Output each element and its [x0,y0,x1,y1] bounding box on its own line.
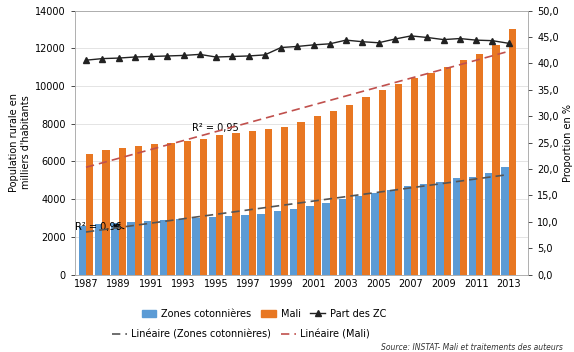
Bar [79,226,86,275]
Text: R² = 0,95: R² = 0,95 [192,123,238,133]
Bar [411,78,418,275]
Legend: Zones cotonnières, Mali, Part des ZC: Zones cotonnières, Mali, Part des ZC [138,305,390,322]
Bar [241,215,249,275]
Bar [460,59,467,275]
Bar [135,146,142,275]
Bar [216,135,223,275]
Bar [151,144,158,275]
Bar [469,176,476,275]
Bar [395,84,402,275]
Bar [111,223,118,275]
Bar [427,73,435,275]
Bar [192,218,200,275]
Bar [249,131,256,275]
Bar [144,221,151,275]
Bar [258,214,265,275]
Legend: Linéaire (Zones cotonnières), Linéaire (Mali): Linéaire (Zones cotonnières), Linéaire (… [108,326,374,344]
Y-axis label: Proportion en %: Proportion en % [563,103,573,182]
Bar [485,173,492,275]
Bar [265,130,272,275]
Bar [102,150,110,275]
Bar [225,216,232,275]
Bar [509,30,516,275]
Bar [362,97,370,275]
Bar [274,212,281,275]
Bar [176,219,184,275]
Bar [313,116,321,275]
Bar [86,154,94,275]
Bar [339,199,346,275]
Text: Source: INSTAT- Mali et traitements des auteurs: Source: INSTAT- Mali et traitements des … [381,343,563,352]
Bar [420,184,427,275]
Bar [444,67,451,275]
Bar [436,182,444,275]
Y-axis label: Population rurale en
milliers d'habitants: Population rurale en milliers d'habitant… [9,93,30,192]
Bar [476,54,483,275]
Bar [184,141,191,275]
Bar [378,90,386,275]
Bar [209,217,216,275]
Bar [330,111,337,275]
Bar [371,194,378,275]
Bar [297,122,305,275]
Bar [160,220,167,275]
Bar [118,148,126,275]
Text: R² = 0,96: R² = 0,96 [75,222,121,232]
Bar [290,208,297,275]
Bar [387,190,395,275]
Bar [501,167,509,275]
Bar [306,206,313,275]
Bar [167,143,174,275]
Bar [404,186,411,275]
Bar [95,224,102,275]
Bar [355,196,362,275]
Bar [281,127,288,275]
Bar [232,133,239,275]
Bar [127,222,135,275]
Bar [346,105,354,275]
Bar [452,178,460,275]
Bar [492,44,499,275]
Bar [323,203,330,275]
Bar [200,139,207,275]
